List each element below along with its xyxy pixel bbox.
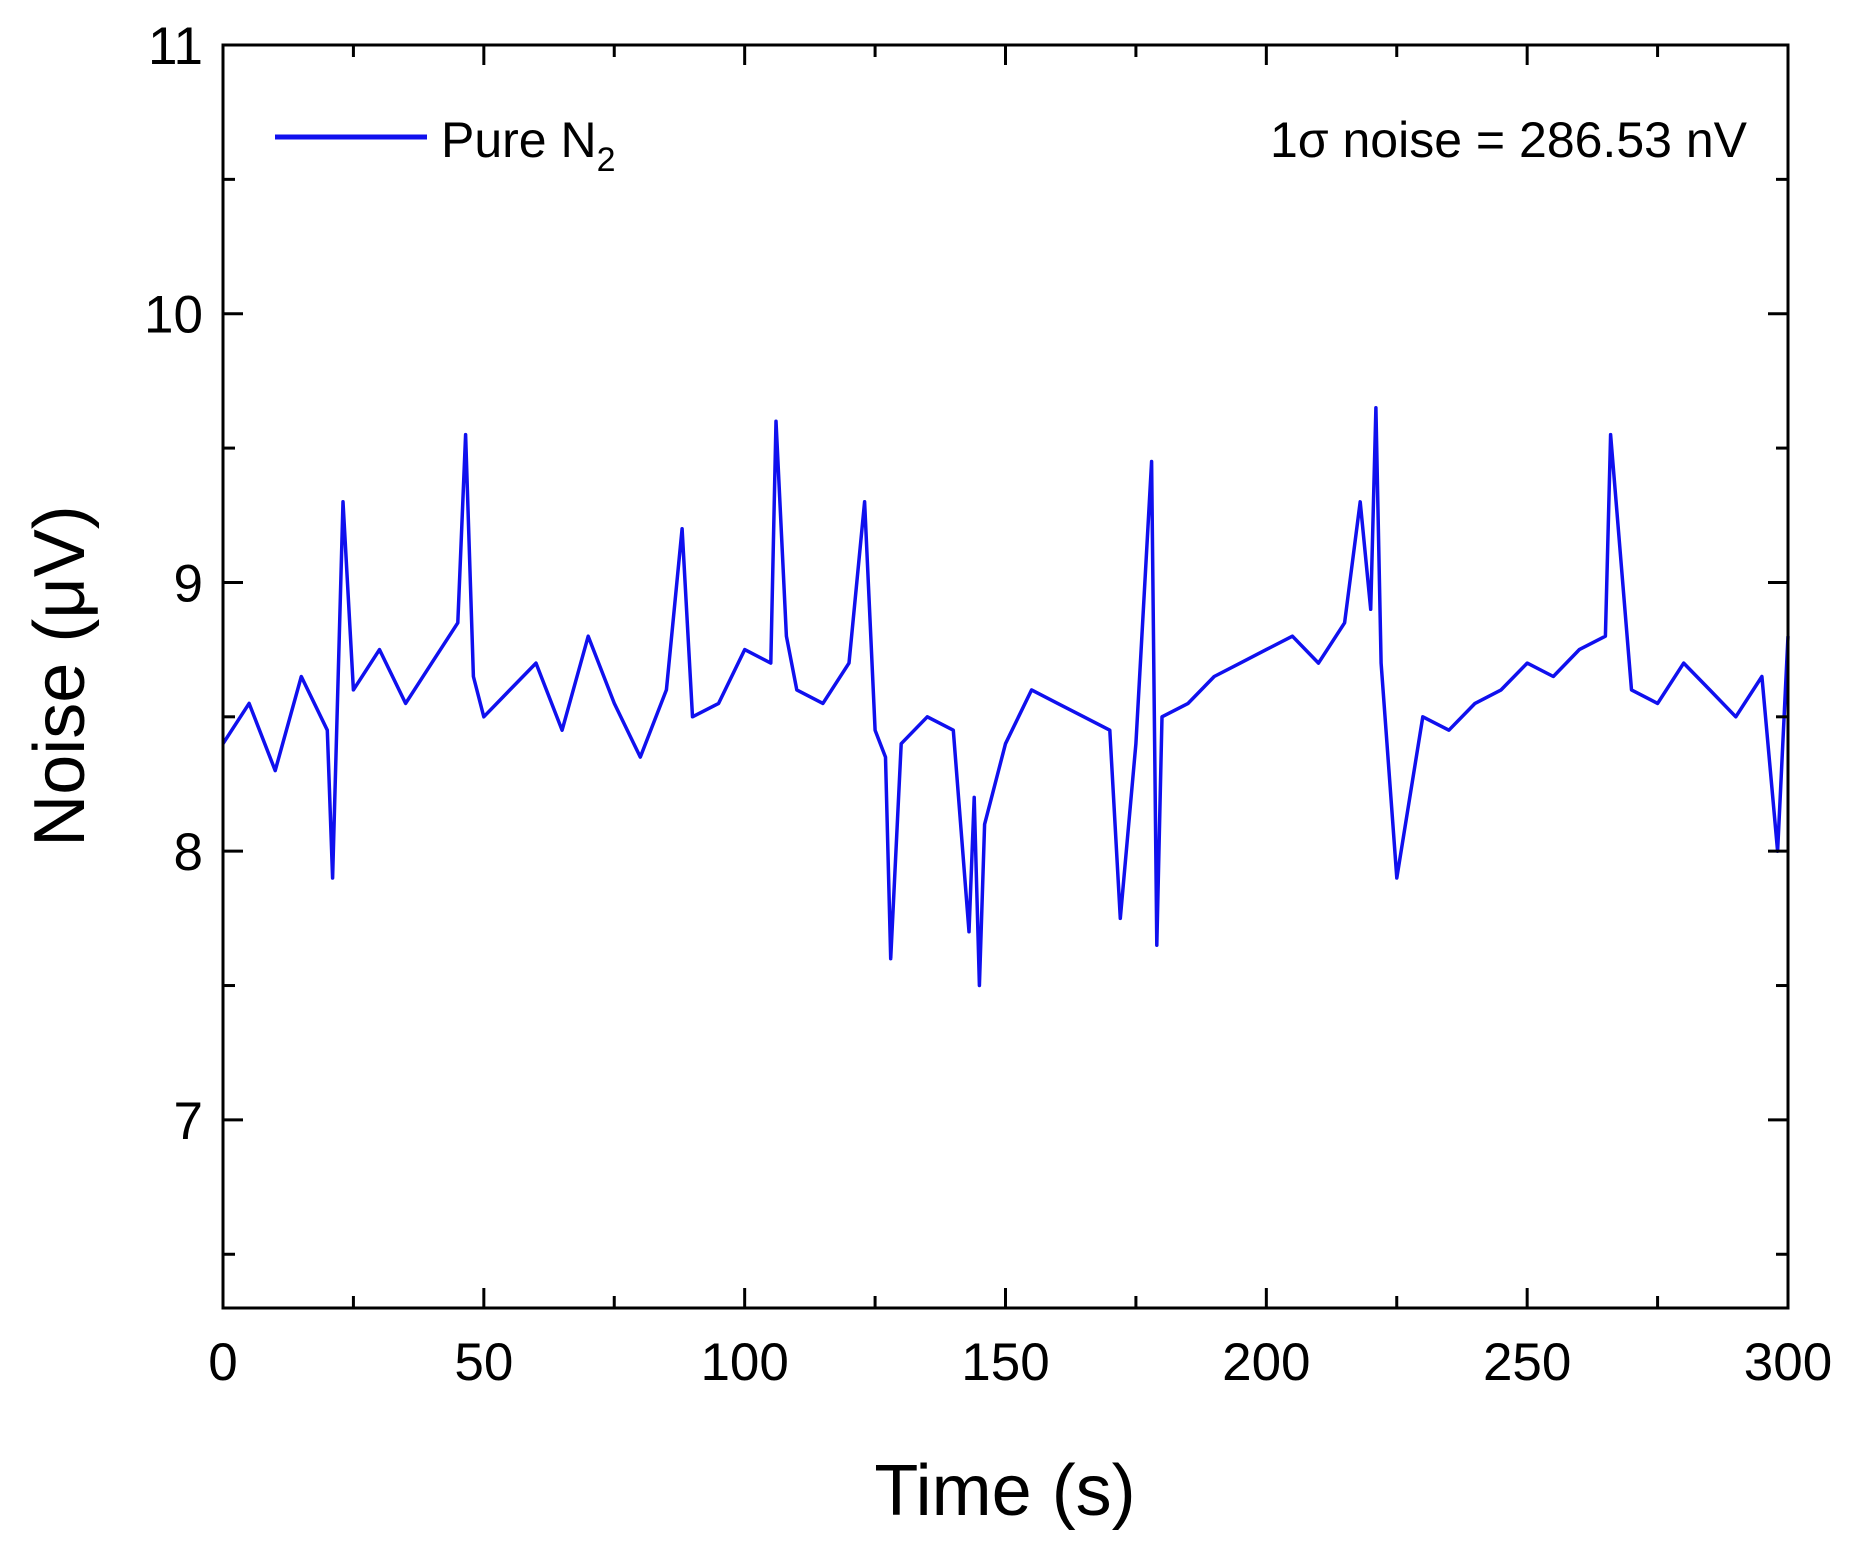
y-tick-label: 8: [174, 823, 203, 882]
x-tick-label: 0: [208, 1333, 237, 1392]
x-tick-label: 100: [700, 1333, 788, 1392]
y-tick-label: 7: [174, 1092, 203, 1151]
legend: Pure N2: [275, 112, 616, 179]
x-tick-label: 300: [1744, 1333, 1832, 1392]
y-tick-label: 11: [148, 17, 203, 76]
y-tick-label: 10: [144, 286, 203, 345]
series-line-pure-n2: [221, 406, 1790, 988]
legend-label: Pure N2: [441, 112, 616, 179]
axis-tick-labels: 0 50 100 150 200 250 300 7 8 9 10 11: [144, 17, 1832, 1392]
x-tick-label: 250: [1483, 1333, 1571, 1392]
x-axis-title: Time (s): [874, 1451, 1135, 1531]
x-tick-label: 150: [961, 1333, 1049, 1392]
x-tick-label: 50: [454, 1333, 513, 1392]
x-tick-label: 200: [1222, 1333, 1310, 1392]
y-tick-label: 9: [174, 554, 203, 613]
plot-series: [221, 406, 1790, 988]
y-axis-title: Noise (μV): [20, 505, 100, 847]
axis-ticks: [221, 43, 1790, 1308]
legend-label-subscript: 2: [597, 141, 616, 179]
legend-label-main: Pure N: [441, 112, 597, 168]
noise-annotation: 1σ noise = 286.53 nV: [1270, 112, 1748, 168]
